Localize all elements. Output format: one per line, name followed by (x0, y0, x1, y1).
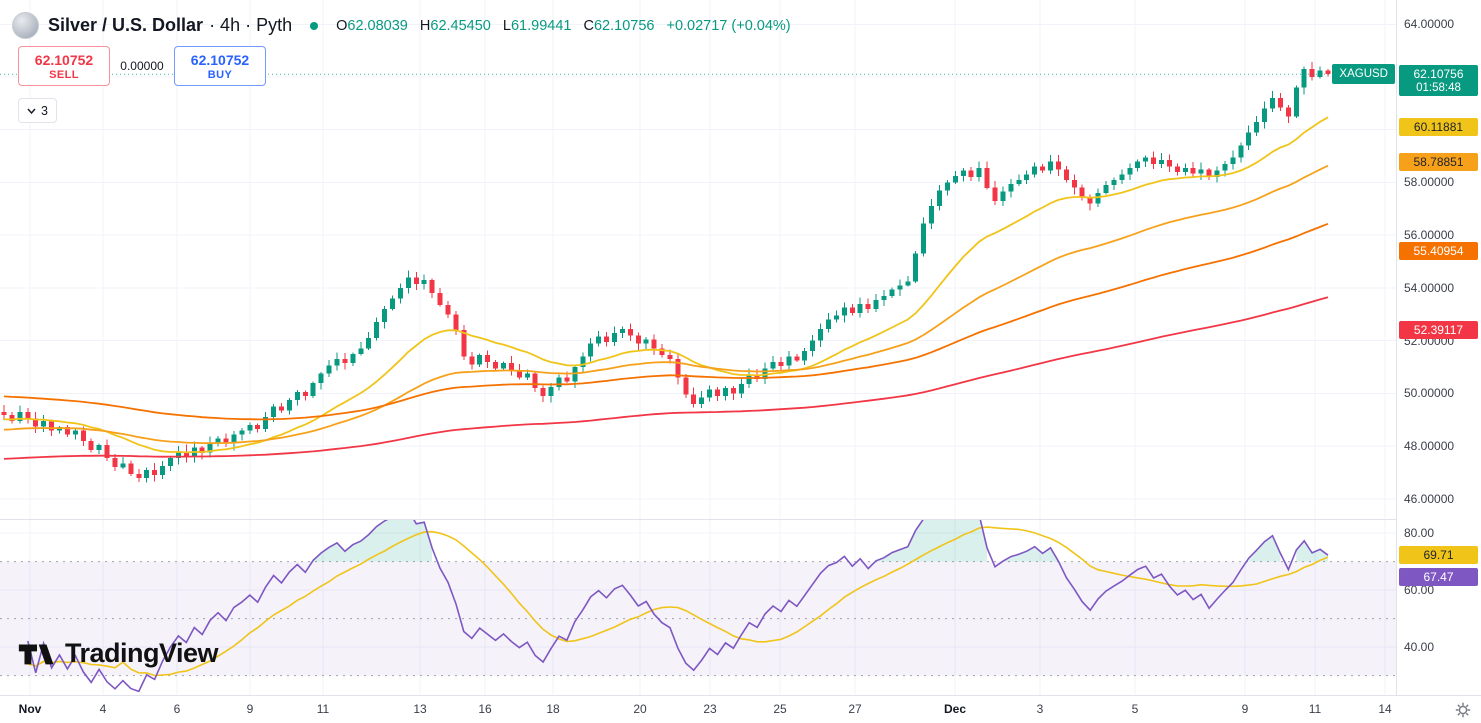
time-tick: 3 (1036, 702, 1044, 716)
symbol-title[interactable]: Silver / U.S. Dollar (48, 15, 204, 35)
price-axis-label: 64.00000 (1404, 17, 1455, 32)
open-value: 62.08039 (347, 17, 408, 34)
price-axis[interactable]: 64.00000 58.00000 56.00000 54.00000 52.00000… (1396, 0, 1481, 696)
time-tick: 14 (1378, 702, 1392, 716)
time-tick: 27 (848, 702, 862, 716)
rsi-value-tag: 69.71 (1399, 545, 1478, 564)
time-tick: 5 (1131, 702, 1139, 716)
time-tick: Nov (18, 702, 42, 716)
rsi-value-tag: 67.47 (1399, 567, 1478, 586)
time-tick: 6 (173, 702, 181, 716)
symbol-meta[interactable]: · 4h · Pyth (209, 15, 293, 35)
ma-price-tag: 60.11881 (1399, 117, 1478, 136)
open-label: O (336, 17, 348, 34)
time-axis[interactable]: Nov 4 6 9 11 13 16 18 20 23 25 27 Dec 3 5 9 11 14 (0, 695, 1481, 723)
settings-gear-icon[interactable] (1454, 701, 1472, 719)
price-axis-label: 50.00000 (1404, 386, 1455, 401)
high-value: 62.45450 (430, 17, 491, 34)
close-value: 62.10756 (593, 17, 655, 34)
price-axis-label: 58.00000 (1404, 175, 1455, 190)
time-tick: 18 (546, 702, 560, 716)
rsi-axis-label: 40.00 (1404, 640, 1435, 655)
sell-button[interactable]: 62.10752 SELL (18, 46, 110, 86)
rsi-axis-label: 60.00 (1404, 583, 1435, 598)
rsi-axis-label: 80.00 (1404, 526, 1435, 541)
ohlc-readout: O62.08039 H62.45450 L61.99441 C62.10756 … (328, 18, 791, 34)
time-tick: 9 (246, 702, 254, 716)
buy-label: BUY (207, 68, 233, 81)
time-tick: 11 (316, 702, 330, 716)
trade-panel: 62.10752 SELL 0.00000 62.10752 BUY (18, 46, 266, 86)
time-tick: 13 (413, 702, 427, 716)
time-tick: 25 (773, 702, 787, 716)
market-status-dot (310, 21, 319, 30)
buy-button[interactable]: 62.10752 BUY (174, 46, 266, 86)
price-axis-label: 56.00000 (1404, 228, 1455, 243)
time-tick: 20 (633, 702, 647, 716)
collapse-count: 3 (41, 103, 48, 118)
silver-coin-icon (12, 12, 39, 39)
time-tick: 23 (703, 702, 717, 716)
indicators-collapse-button[interactable]: 3 (18, 98, 57, 123)
sell-price: 62.10752 (34, 51, 94, 68)
symbol-price-flag: XAGUSD (1332, 64, 1395, 85)
last-price-tag: 62.10756 01:58:48 (1399, 65, 1478, 97)
symbol-legend: Silver / U.S. Dollar · 4h · Pyth O62.080… (12, 12, 791, 39)
time-tick: 11 (1308, 702, 1322, 716)
tradingview-logo[interactable]: TradingView (18, 638, 219, 669)
close-label: C (583, 17, 594, 34)
buy-price: 62.10752 (190, 51, 250, 68)
high-label: H (419, 17, 431, 34)
tradingview-logo-text: TradingView (65, 638, 219, 668)
low-value: 61.99441 (510, 17, 572, 34)
rsi-indicator-pane[interactable] (0, 520, 1397, 695)
time-tick: 16 (478, 702, 492, 716)
ma-price-tag: 55.40954 (1399, 241, 1478, 260)
price-axis-label: 46.00000 (1404, 491, 1455, 506)
tradingview-logo-icon (18, 644, 54, 664)
price-axis-label: 54.00000 (1404, 280, 1455, 295)
ma-price-tag: 52.39117 (1399, 321, 1478, 340)
spread-value: 0.00000 (120, 59, 164, 73)
price-axis-label: 48.00000 (1404, 439, 1455, 454)
ma-price-tag: 58.78851 (1399, 152, 1478, 171)
time-tick: 4 (99, 702, 107, 716)
low-label: L (502, 17, 511, 34)
change-value: +0.02717 (+0.04%) (666, 17, 791, 34)
time-tick: 9 (1241, 702, 1249, 716)
pane-divider[interactable] (0, 519, 1397, 520)
sell-label: SELL (49, 68, 79, 81)
time-tick: Dec (943, 702, 966, 716)
chevron-down-icon (27, 108, 36, 114)
